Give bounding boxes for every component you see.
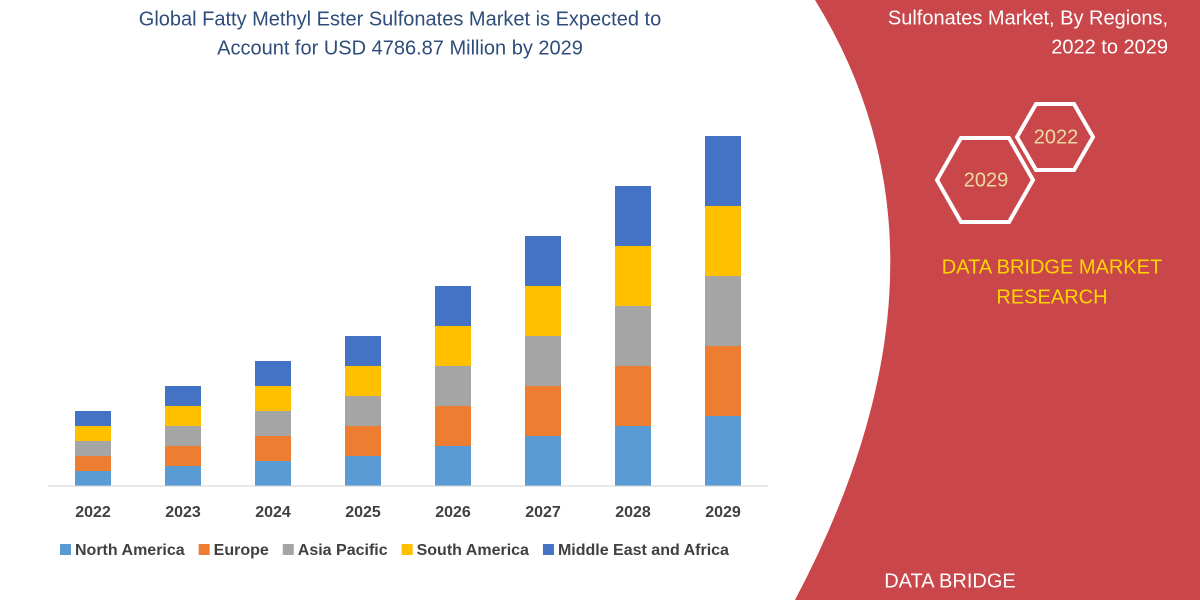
bar-segment: [615, 246, 651, 306]
bar-segment: [435, 286, 471, 326]
bar-segment: [435, 446, 471, 486]
bar-segment: [525, 236, 561, 286]
x-tick-label: 2024: [255, 504, 291, 521]
brand: DATA BRIDGE MARKET: [942, 256, 1162, 278]
hex-label: 2022: [1034, 126, 1079, 148]
bar-segment: [525, 286, 561, 336]
bar-segment: [705, 206, 741, 276]
bar-segment: [705, 276, 741, 346]
legend-label: Europe: [214, 542, 269, 559]
bar-segment: [705, 346, 741, 416]
bar-segment: [525, 436, 561, 486]
bar-segment: [345, 366, 381, 396]
bar-segment: [345, 426, 381, 456]
chart-title: Account for USD 4786.87 Million by 2029: [217, 37, 583, 59]
x-tick-label: 2028: [615, 504, 651, 521]
chart: 2022 2023 2024 2025 2026 2027 2028 2029 North Am…: [48, 136, 768, 559]
bar-segment: [75, 426, 111, 441]
x-tick-label: 2022: [75, 504, 111, 521]
logo: DATA BRIDGE: [884, 570, 1016, 592]
bar-segment: [165, 466, 201, 486]
legend-swatch: [542, 544, 554, 555]
bar-segment: [75, 441, 111, 456]
bar-segment: [255, 461, 291, 486]
legend-label: Asia Pacific: [298, 542, 388, 559]
bar-segment: [165, 386, 201, 406]
bar-segment: [615, 426, 651, 486]
hexagon: [1014, 102, 1096, 172]
legend-swatch: [60, 544, 71, 555]
brand: RESEARCH: [996, 286, 1107, 308]
bar-segment: [705, 136, 741, 206]
bar-segment: [165, 446, 201, 466]
bar-segment: [615, 306, 651, 366]
bar-segment: [165, 406, 201, 426]
legend-swatch: [198, 544, 210, 555]
chart-title: Global Fatty Methyl Ester Sulfonates Mar…: [139, 8, 661, 30]
legend-label: Middle East and Africa: [558, 542, 729, 559]
panel-title: Sulfonates Market, By Regions,: [888, 7, 1168, 29]
x-tick-label: 2027: [525, 504, 561, 521]
bar-segment: [345, 336, 381, 366]
bar-segment: [525, 386, 561, 436]
bar-segment: [255, 411, 291, 436]
legend-label: South America: [417, 542, 529, 559]
x-tick-label: 2023: [165, 504, 201, 521]
legend-swatch: [282, 544, 294, 555]
bar-segment: [615, 366, 651, 426]
x-tick-label: 2029: [705, 504, 741, 521]
bar-segment: [705, 416, 741, 486]
bar-segment: [75, 411, 111, 426]
bar-segment: [75, 471, 111, 486]
hexagon: [934, 136, 1036, 224]
side-panel: [795, 0, 1200, 600]
bar-segment: [435, 406, 471, 446]
bar-segment: [165, 426, 201, 446]
legend-swatch: [401, 544, 413, 555]
bar-segment: [615, 186, 651, 246]
bar-segment: [435, 326, 471, 366]
x-tick-label: 2026: [435, 504, 471, 521]
bar-segment: [345, 396, 381, 426]
bar-segment: [435, 366, 471, 406]
bar-segment: [255, 361, 291, 386]
bar-segment: [525, 336, 561, 386]
bar-segment: [255, 436, 291, 461]
x-tick-label: 2025: [345, 504, 381, 521]
bar-segment: [75, 456, 111, 471]
bar-segment: [345, 456, 381, 486]
panel-title: 2022 to 2029: [1051, 36, 1168, 58]
bar-segment: [255, 386, 291, 411]
hex-label: 2029: [964, 169, 1009, 191]
legend-label: North America: [75, 542, 185, 559]
